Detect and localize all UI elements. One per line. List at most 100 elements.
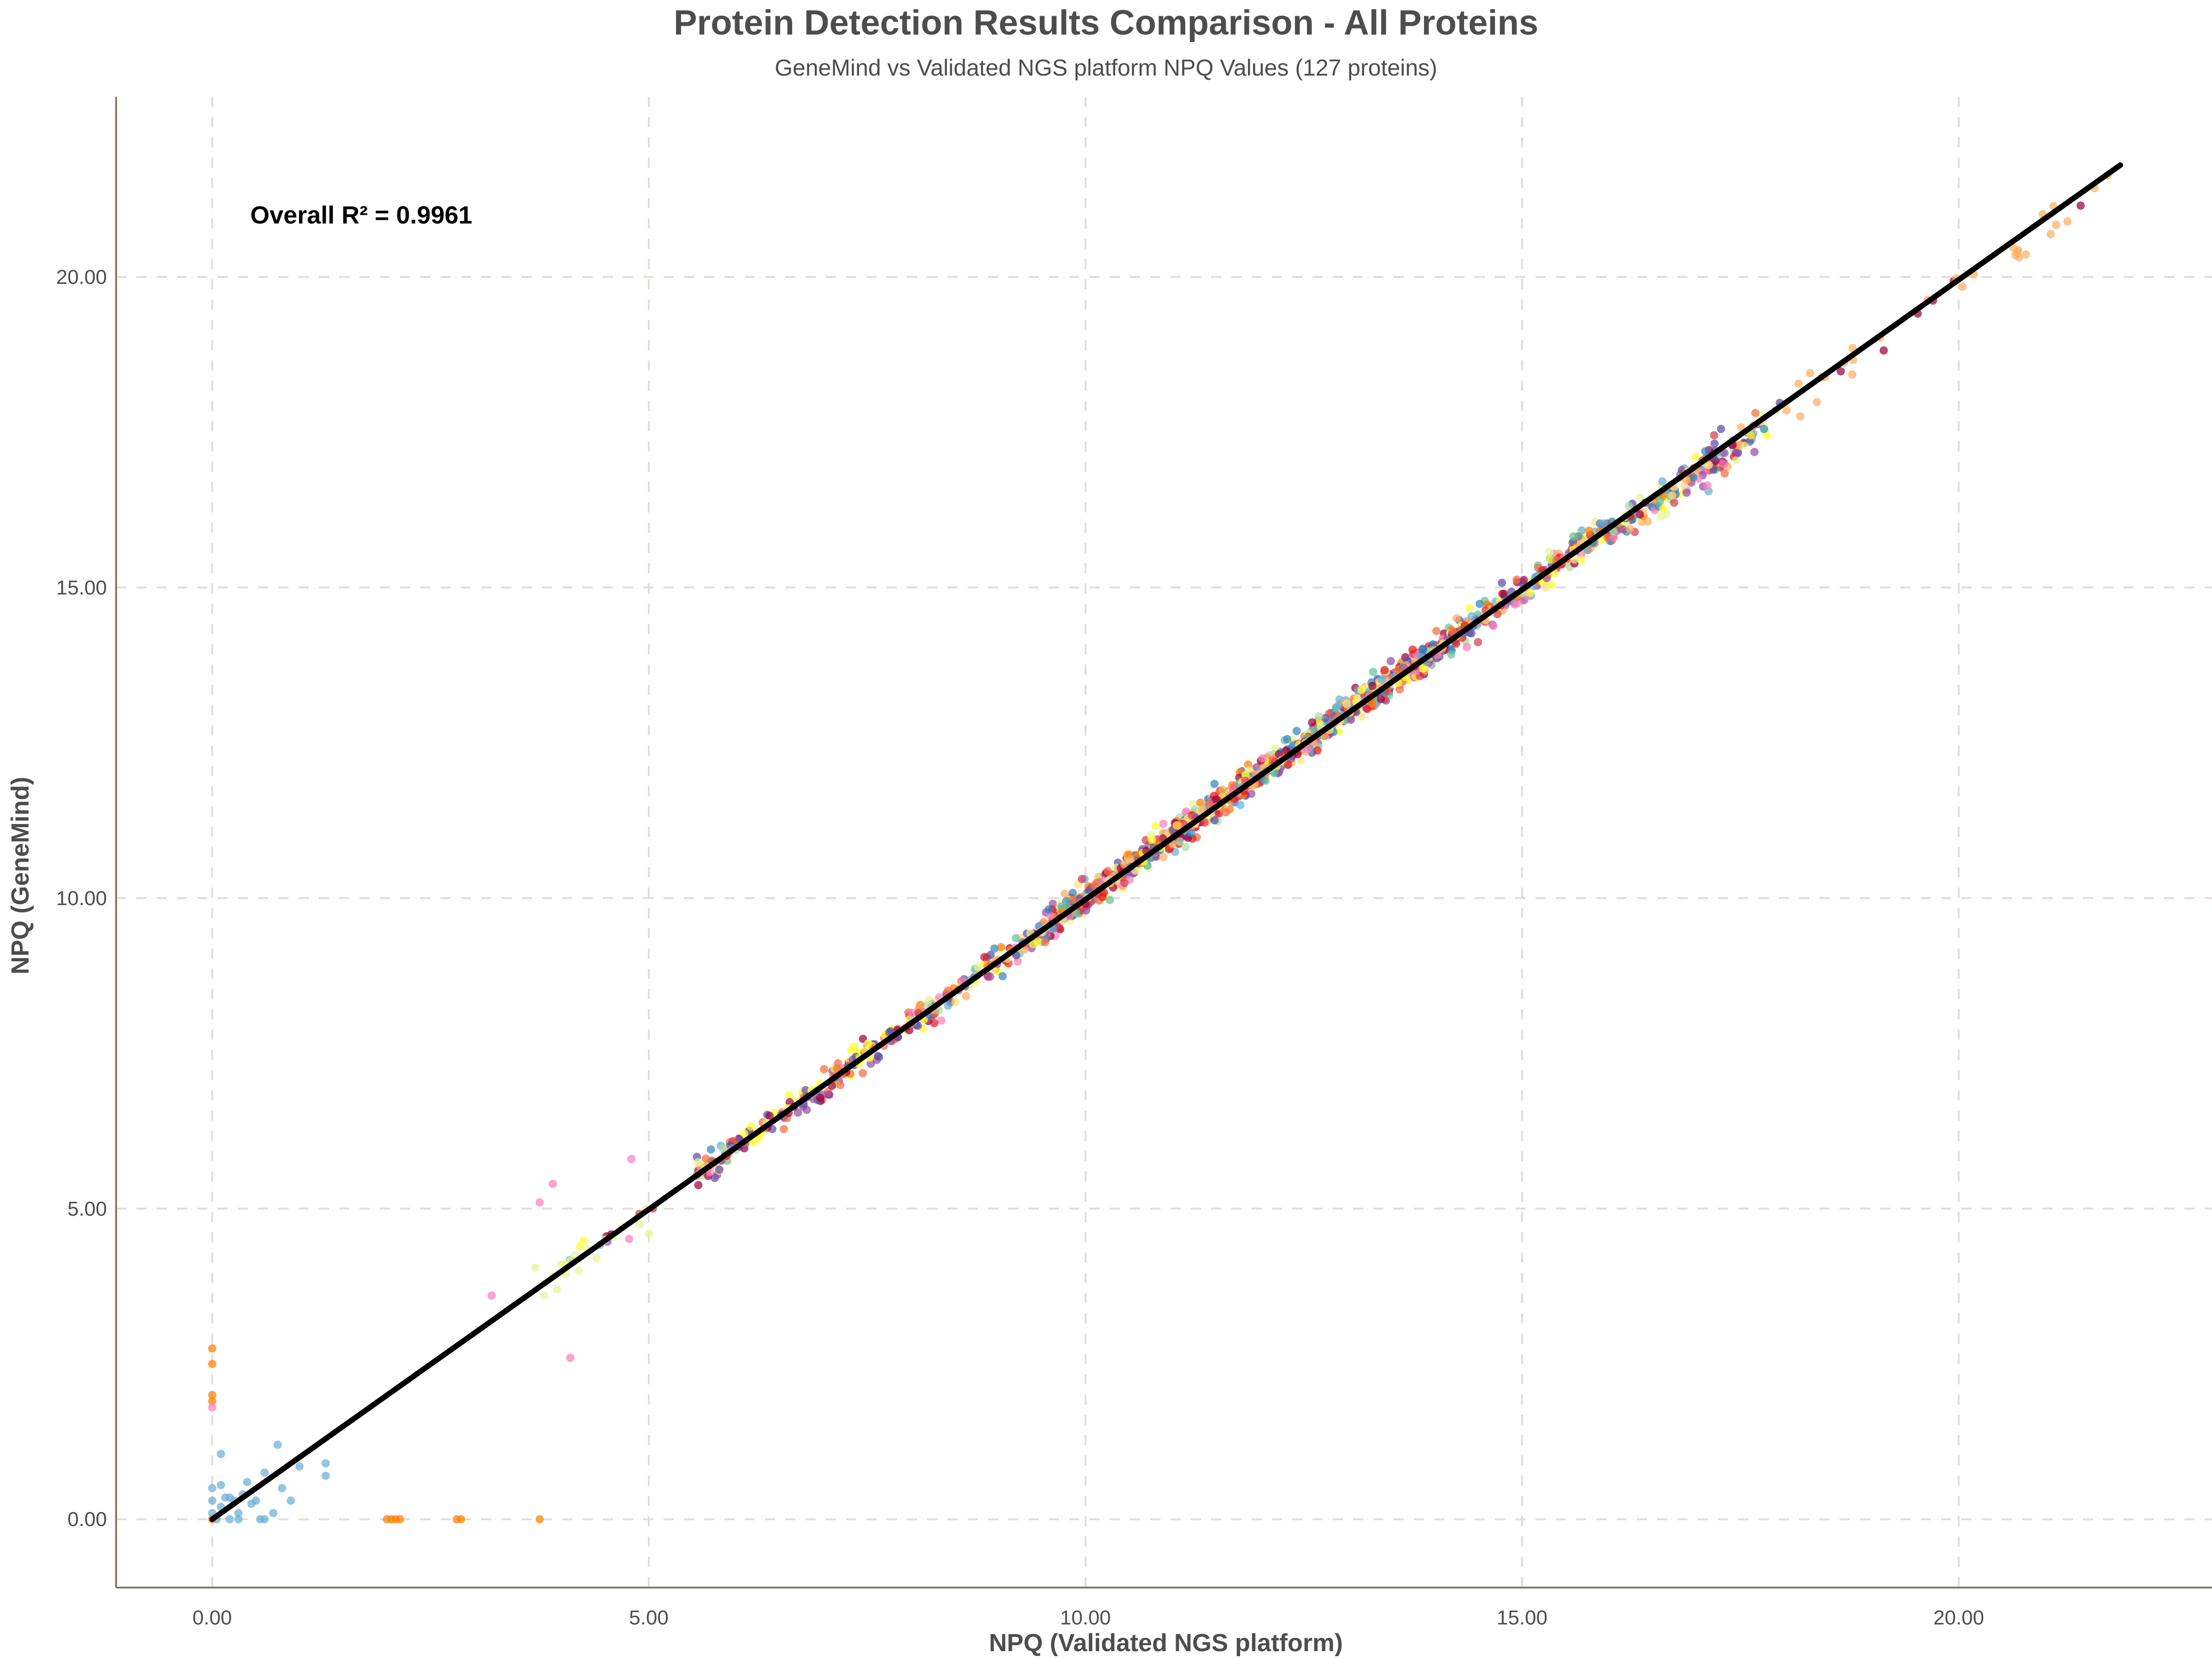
data-point: [217, 1450, 225, 1459]
data-point: [1547, 580, 1556, 589]
x-tick-label: 15.00: [1497, 1606, 1547, 1629]
y-tick-label: 10.00: [56, 887, 107, 910]
data-point: [1013, 957, 1022, 966]
data-point: [1750, 447, 1759, 456]
data-point: [836, 1081, 845, 1089]
data-point: [1577, 556, 1585, 565]
y-tick-label: 0.00: [67, 1508, 107, 1531]
data-point: [1181, 842, 1190, 851]
data-point: [1313, 746, 1322, 755]
data-point: [1046, 912, 1055, 920]
data-point: [1258, 754, 1267, 763]
data-point: [1734, 449, 1742, 458]
data-point: [937, 1016, 946, 1025]
data-point: [1386, 657, 1395, 665]
data-point: [1447, 650, 1456, 659]
data-point: [1314, 712, 1323, 721]
data-point: [859, 1069, 867, 1077]
data-point: [847, 1046, 855, 1055]
data-point: [1600, 519, 1608, 528]
data-point: [1408, 645, 1417, 654]
data-point: [1321, 714, 1330, 723]
data-point: [1569, 532, 1577, 541]
data-point: [1187, 829, 1195, 837]
data-point: [1091, 881, 1100, 890]
data-point: [234, 1509, 243, 1518]
data-point: [208, 1391, 217, 1400]
data-point: [1498, 589, 1507, 598]
data-point: [694, 1181, 703, 1189]
data-point: [1465, 604, 1474, 612]
data-point: [1668, 491, 1677, 500]
data-point: [1703, 481, 1712, 490]
data-point: [825, 1090, 834, 1099]
data-point: [1836, 367, 1845, 376]
data-point: [1253, 763, 1261, 771]
data-point: [636, 1220, 644, 1229]
data-point: [1794, 379, 1803, 388]
data-point: [701, 1154, 710, 1163]
x-tick-label: 0.00: [193, 1606, 232, 1629]
data-point: [1625, 524, 1634, 533]
data-point: [1603, 533, 1612, 542]
data-point: [1510, 600, 1519, 609]
data-point: [1210, 780, 1219, 788]
data-point: [1308, 718, 1317, 727]
data-point: [208, 1397, 217, 1406]
data-point: [1342, 700, 1351, 708]
data-point: [208, 1484, 217, 1493]
data-point: [1377, 694, 1385, 703]
data-point: [1222, 808, 1230, 817]
data-point: [260, 1515, 269, 1524]
data-point: [1763, 431, 1771, 440]
data-point: [1740, 441, 1749, 450]
data-point: [225, 1515, 234, 1524]
data-point: [592, 1254, 601, 1263]
data-point: [1682, 488, 1691, 497]
data-point: [997, 943, 1006, 952]
fit-line: [209, 162, 2124, 1522]
data-point: [1658, 477, 1667, 486]
data-point: [1452, 639, 1460, 648]
data-point: [925, 995, 934, 1004]
data-point: [1710, 431, 1718, 440]
data-point: [873, 1052, 882, 1060]
data-point: [1545, 547, 1554, 556]
data-point: [225, 1493, 234, 1502]
data-point: [575, 1266, 583, 1275]
data-point: [1218, 785, 1227, 794]
data-point: [2047, 230, 2055, 238]
data-point: [1151, 822, 1160, 830]
y-tick-label: 20.00: [56, 266, 107, 288]
data-point: [1624, 502, 1633, 511]
data-point: [820, 1065, 829, 1074]
data-point: [1292, 727, 1301, 735]
data-point: [535, 1515, 544, 1524]
data-point: [1041, 938, 1049, 947]
data-point: [540, 1291, 548, 1300]
data-point: [1448, 627, 1457, 636]
data-point: [1782, 406, 1791, 415]
data-point: [1044, 905, 1053, 914]
data-point: [1126, 855, 1135, 864]
data-point: [1659, 504, 1668, 513]
data-point: [816, 1093, 824, 1102]
data-point: [535, 1198, 544, 1207]
data-point: [1077, 875, 1086, 883]
data-point: [1759, 424, 1768, 433]
data-point: [1691, 452, 1700, 461]
data-point: [2022, 250, 2030, 259]
data-point: [980, 953, 988, 961]
data-point: [951, 998, 960, 1006]
data-point: [864, 1039, 872, 1048]
data-point: [1334, 701, 1343, 710]
data-point: [1200, 818, 1209, 827]
data-point: [217, 1481, 225, 1489]
data-point: [1643, 517, 1652, 526]
data-point: [1467, 612, 1476, 621]
data-point: [531, 1263, 540, 1272]
data-point: [794, 1108, 802, 1117]
data-point: [1082, 906, 1090, 915]
data-point: [1705, 461, 1713, 470]
data-point: [1205, 799, 1213, 808]
